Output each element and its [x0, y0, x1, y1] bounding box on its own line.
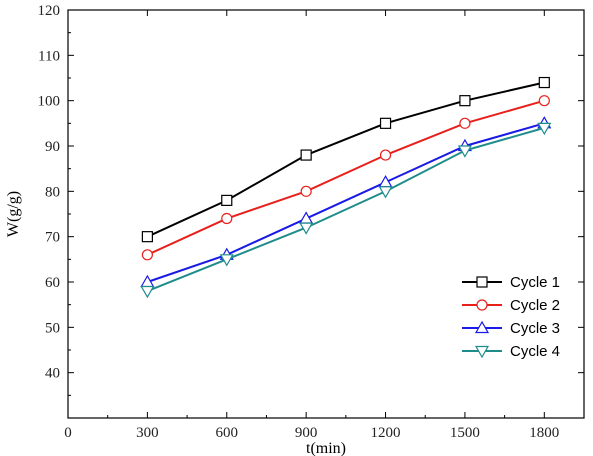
data-point — [141, 231, 153, 243]
legend-marker — [476, 276, 488, 288]
data-point — [538, 95, 550, 107]
y-tick-label: 90 — [45, 139, 60, 155]
plot-frame — [67, 9, 585, 419]
x-tick-label: 600 — [216, 425, 239, 441]
data-point — [221, 212, 233, 225]
legend-marker — [474, 345, 490, 359]
series-1 — [141, 76, 550, 243]
legend-marker — [474, 320, 490, 334]
x-axis-title: t(min) — [306, 440, 346, 456]
y-tick-label: 40 — [45, 366, 60, 382]
legend-item: Cycle 2 — [462, 297, 560, 314]
data-point — [378, 175, 393, 188]
series-2 — [141, 95, 550, 261]
data-point — [538, 76, 550, 89]
legend-label: Cycle 3 — [510, 320, 560, 337]
legend-label: Cycle 1 — [510, 274, 560, 291]
data-point — [379, 149, 392, 161]
data-point — [379, 117, 392, 129]
data-point — [221, 194, 233, 206]
y-tick-label: 120 — [38, 3, 61, 19]
x-tick-label: 0 — [64, 425, 72, 441]
data-point — [459, 95, 471, 107]
plot-area — [140, 76, 552, 299]
y-tick-label: 80 — [45, 184, 60, 200]
y-tick-label: 110 — [38, 48, 60, 64]
legend-item: Cycle 4 — [462, 343, 560, 360]
legend-label: Cycle 4 — [510, 343, 560, 360]
data-point — [378, 186, 393, 199]
data-point — [299, 211, 314, 224]
x-tick-label: 900 — [295, 425, 318, 441]
series-line — [146, 99, 545, 256]
x-tick-label: 1800 — [529, 425, 559, 441]
data-point — [141, 249, 153, 261]
data-point — [299, 222, 314, 235]
y-tick-label: 50 — [45, 320, 60, 336]
y-tick-label: 60 — [45, 275, 60, 291]
data-point — [300, 149, 312, 161]
series-line — [147, 126, 545, 292]
legend: Cycle 1 Cycle 2 Cycle 3 Cycle 4 — [462, 274, 560, 360]
series-4 — [140, 122, 552, 299]
y-tick-label: 70 — [45, 230, 60, 246]
legend-marker — [476, 299, 488, 311]
legend-label: Cycle 2 — [510, 297, 560, 314]
data-point — [300, 185, 312, 197]
axes: 0 300 600 900 1200 1500 1800 40 50 60 70 80 90 100 110… — [38, 3, 585, 441]
x-tick-label: 300 — [136, 425, 159, 441]
series-line — [147, 122, 545, 283]
y-tick-label: 100 — [38, 94, 61, 110]
legend-item: Cycle 1 — [462, 274, 560, 291]
data-point — [457, 145, 472, 158]
data-point — [537, 122, 552, 136]
data-point — [140, 285, 155, 299]
x-tick-label: 1200 — [371, 425, 401, 441]
x-tick-label: 1500 — [450, 425, 480, 441]
series-line — [146, 81, 545, 238]
data-point — [459, 117, 471, 129]
y-axis-title: W(g/g) — [5, 191, 22, 237]
legend-item: Cycle 3 — [462, 320, 560, 337]
data-point — [219, 254, 234, 267]
